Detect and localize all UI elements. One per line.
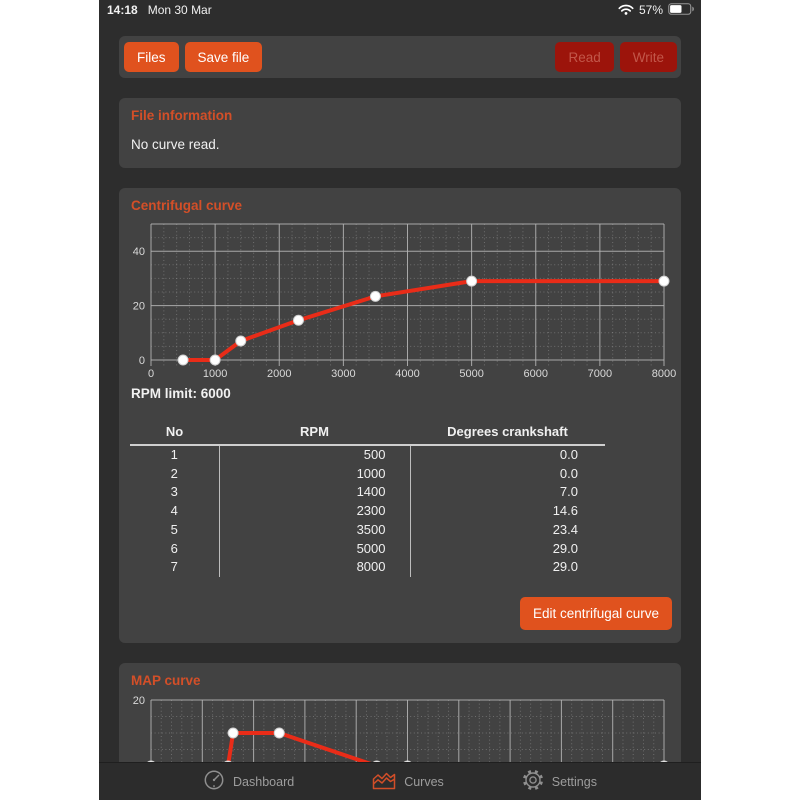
table-cell: 2 (170, 465, 178, 481)
file-information-title: File information (131, 108, 233, 123)
column-header: Degrees crankshaft (410, 421, 605, 446)
file-information-message: No curve read. (131, 137, 220, 152)
tab-settings-label: Settings (551, 774, 597, 789)
gear-icon (522, 769, 544, 794)
svg-text:3000: 3000 (331, 368, 355, 380)
table-row: 5 3500 23.4 (130, 520, 605, 540)
table-cell: 5000 (218, 539, 410, 559)
svg-text:6000: 6000 (524, 368, 548, 380)
app-window: 14:18 Mon 30 Mar 57% Files Save (99, 0, 701, 800)
table-cell: 500 (218, 445, 410, 465)
table-header: No RPM Degrees crankshaft (130, 421, 605, 446)
table-cell: 7 (170, 559, 178, 575)
table-row: 7 8000 29.0 (130, 558, 605, 577)
table-body: 1 500 0.0 2 1000 0.0 3 1400 7.0 4 2300 14.6 5 3500 23.… (130, 445, 605, 577)
table-row: 4 2300 14.6 (130, 502, 605, 521)
tab-settings[interactable]: Settings (522, 769, 597, 794)
tab-dashboard[interactable]: Dashboard (203, 769, 294, 794)
svg-text:40: 40 (133, 246, 145, 258)
svg-text:20: 20 (133, 695, 145, 707)
table-cell: 6 (170, 540, 178, 556)
table-cell: 4 (170, 503, 178, 519)
table-cell: 5 (170, 521, 178, 537)
centrifugal-curve-table: No RPM Degrees crankshaft 1 500 0.0 2 1000 0.0 3… (130, 421, 605, 577)
table-cell: 3500 (218, 520, 410, 540)
svg-text:0: 0 (139, 355, 145, 367)
table-cell: 1 (170, 447, 178, 462)
table-cell: 1000 (218, 464, 410, 484)
edit-centrifugal-curve-button[interactable]: Edit centrifugal curve (519, 596, 672, 630)
table-row: 2 1000 0.0 (130, 464, 605, 484)
centrifugal-curve-title: Centrifugal curve (131, 198, 243, 213)
table-cell: 29.0 (409, 558, 605, 577)
table-cell: 1400 (218, 483, 410, 503)
table-row: 3 1400 7.0 (130, 483, 605, 503)
column-header: No (130, 421, 219, 446)
svg-text:1000: 1000 (203, 368, 227, 380)
curves-icon (372, 771, 396, 793)
battery-percent: 57% (638, 3, 663, 17)
table-cell: 8000 (218, 558, 410, 577)
wifi-icon (618, 3, 634, 18)
rpm-limit-label: RPM limit: 6000 (131, 386, 231, 401)
save-file-button[interactable]: Save file (184, 42, 263, 72)
svg-text:20: 20 (133, 301, 145, 313)
status-bar: 14:18 Mon 30 Mar 57% (99, 0, 701, 20)
tab-curves-label: Curves (404, 774, 444, 789)
table-cell: 0.0 (409, 445, 605, 465)
svg-text:4000: 4000 (395, 368, 419, 380)
battery-icon (668, 2, 694, 18)
top-toolbar: Files Save file Read Write (119, 36, 681, 78)
tab-curves[interactable]: Curves (372, 771, 444, 793)
read-button[interactable]: Read (555, 42, 614, 72)
svg-text:7000: 7000 (588, 368, 612, 380)
map-curve-title: MAP curve (131, 672, 201, 688)
files-button[interactable]: Files (124, 42, 179, 72)
gauge-icon (203, 769, 225, 794)
status-date: Mon 30 Mar (147, 3, 212, 17)
column-header: RPM (219, 421, 410, 446)
svg-text:8000: 8000 (652, 368, 676, 380)
table-cell: 3 (170, 484, 178, 500)
status-time: 14:18 (107, 3, 138, 17)
svg-text:5000: 5000 (459, 368, 483, 380)
svg-text:2000: 2000 (267, 368, 291, 380)
table-cell: 23.4 (409, 520, 605, 540)
svg-text:0: 0 (148, 368, 154, 380)
centrifugal-curve-panel: Centrifugal curve 0 20 40 0 1000 2000 3000 4000… (119, 188, 681, 643)
table-row: 6 5000 29.0 (130, 539, 605, 559)
table-row: 1 500 0.0 (130, 445, 605, 465)
table-cell: 29.0 (409, 539, 605, 559)
table-cell: 7.0 (409, 483, 605, 503)
file-information-panel: File information No curve read. (119, 98, 681, 168)
table-cell: 2300 (218, 502, 410, 521)
tab-dashboard-label: Dashboard (233, 774, 295, 789)
write-button[interactable]: Write (619, 42, 677, 72)
tab-bar: Dashboard Curves Settings (99, 762, 701, 800)
table-cell: 0.0 (409, 464, 605, 484)
centrifugal-curve-chart: 0 20 40 0 1000 2000 3000 4000 5000 6000 7000 8000 (133, 223, 676, 380)
table-cell: 14.6 (409, 502, 605, 521)
